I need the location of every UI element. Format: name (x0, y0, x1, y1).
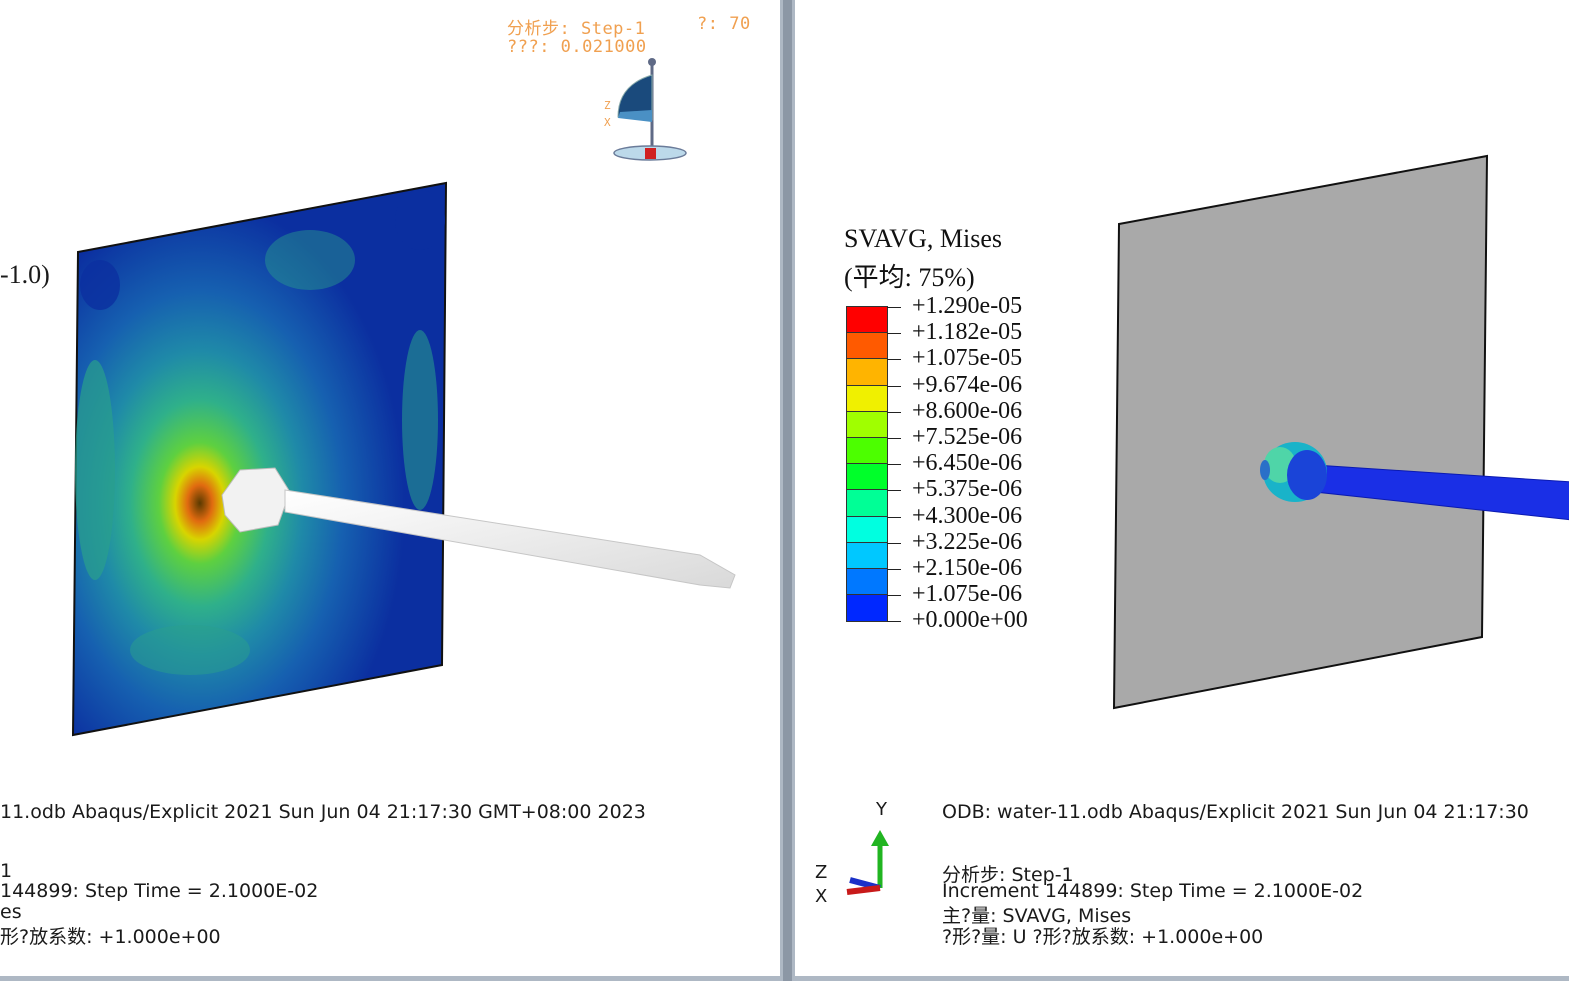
legend-tick (887, 542, 901, 544)
model-render-left (71, 58, 736, 737)
legend-swatch (846, 594, 888, 623)
legend-tick (887, 490, 901, 492)
legend-tick (887, 438, 901, 439)
legend-swatch (846, 305, 888, 335)
triad-z-label: Z (604, 99, 612, 112)
legend-value: +9.674e-06 (912, 371, 1023, 398)
odb-info-line: 11.odb Abaqus/Explicit 2021 Sun Jun 04 2… (0, 801, 646, 823)
legend-value: +3.225e-06 (912, 528, 1023, 555)
legend-value: +5.375e-06 (912, 476, 1023, 503)
step-info-line: 分析步: Step-1 (942, 864, 1074, 886)
legend-tick (887, 359, 901, 361)
frame-status: ?: 70 (697, 14, 751, 34)
legend-swatch (846, 410, 888, 439)
deform-info-line: ?形?量: U ?形?放系数: +1.000e+00 (942, 926, 1264, 948)
viewport-left[interactable]: 分析步: Step-1 ?: 70 ???: 0.021000 (0, 0, 783, 981)
deform-scale-fragment: -1.0) (0, 260, 50, 289)
legend-value: +1.075e-05 (912, 345, 1023, 372)
legend-value: +1.182e-05 (912, 319, 1023, 346)
legend-value: +4.300e-06 (912, 502, 1023, 529)
time-status: ???: 0.021000 (507, 37, 647, 57)
legend-swatch (846, 541, 888, 570)
legend-swatch (846, 567, 888, 597)
axis-z-label: Z (815, 862, 828, 883)
viewport-right[interactable]: SVAVG, Mises (平均: 75%) +1.290e-05 +1.182e… (792, 0, 1569, 981)
legend-tick (887, 516, 901, 518)
legend-subtitle: (平均: 75%) (844, 263, 975, 292)
legend-value: +2.150e-06 (912, 555, 1023, 581)
legend-tick (887, 411, 901, 413)
legend-value: +0.000e+00 (912, 607, 1028, 634)
increment-info-line: 144899: Step Time = 2.1000E-02 (0, 880, 319, 902)
step-info-line: 1 (0, 860, 13, 882)
deform-info-line: 形?放系数: +1.000e+00 (0, 926, 221, 948)
legend-swatch (846, 436, 888, 466)
legend-tick (887, 569, 901, 570)
legend-tick (887, 333, 901, 335)
triad-x-label: X (604, 116, 612, 129)
legend-swatch (846, 515, 888, 544)
legend-title: SVAVG, Mises (844, 224, 1002, 253)
legend-swatch (846, 332, 888, 361)
variable-info-line: 主?量: SVAVG, Mises (942, 905, 1132, 927)
legend-tick (887, 385, 901, 387)
variable-info-line: es (0, 901, 22, 923)
model-render-right (846, 154, 1569, 895)
legend-tick (887, 595, 901, 597)
legend-value: +6.450e-06 (912, 450, 1023, 477)
legend-swatch (846, 358, 888, 387)
axis-x-label: X (815, 886, 828, 907)
legend-tick (887, 464, 901, 466)
legend-swatch (846, 489, 888, 518)
step-status: 分析步: Step-1 (507, 19, 646, 39)
legend-swatch (846, 384, 888, 413)
odb-info-line: ODB: water-11.odb Abaqus/Explicit 2021 S… (942, 801, 1529, 823)
legend-value: +7.525e-06 (912, 424, 1023, 450)
legend-value: +1.075e-06 (912, 581, 1023, 608)
legend-value: +8.600e-06 (912, 397, 1023, 424)
increment-info-line: Increment 144899: Step Time = 2.1000E-02 (942, 880, 1364, 902)
legend-tick (887, 307, 901, 308)
axis-y-label: Y (876, 799, 887, 820)
viewport-splitter[interactable] (783, 0, 792, 981)
legend-value: +1.290e-05 (912, 293, 1023, 319)
legend-swatch (846, 463, 888, 492)
legend-tick (887, 621, 901, 623)
